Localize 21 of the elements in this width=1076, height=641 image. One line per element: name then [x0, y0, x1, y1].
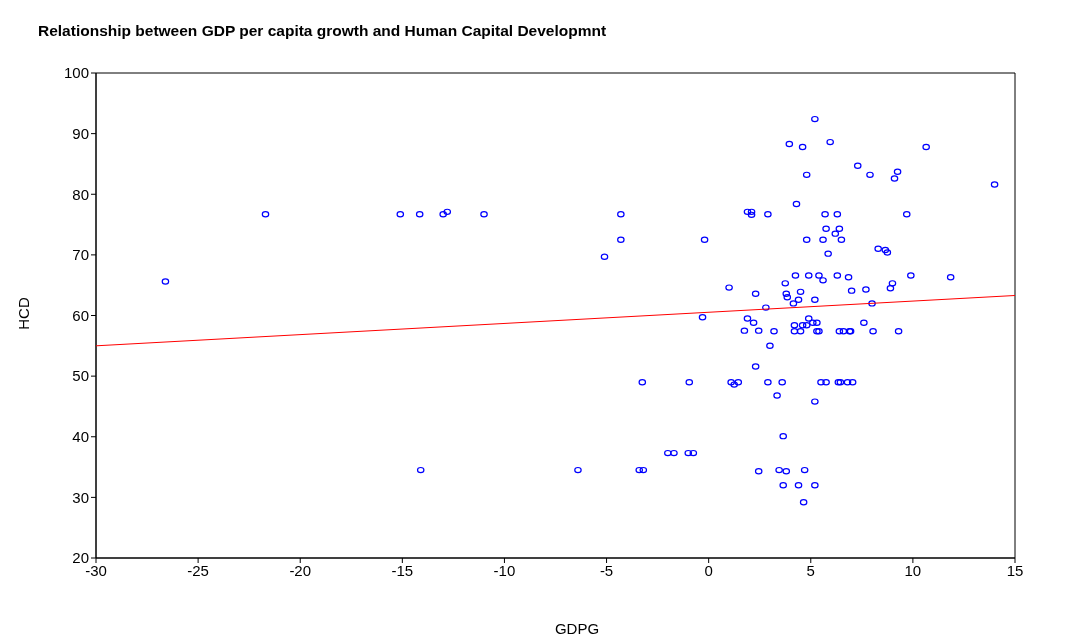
x-tick-label: -25 [187, 561, 209, 579]
y-tick-label: 70 [72, 246, 89, 264]
y-tick-label: 90 [72, 124, 89, 142]
y-tick-label: 100 [63, 64, 89, 82]
y-tick-label: 40 [72, 428, 89, 446]
y-tick-label: 20 [72, 549, 89, 567]
x-tick-label: -15 [391, 561, 414, 579]
y-axis-title: HCD [14, 296, 32, 330]
x-tick-label: 5 [806, 561, 815, 579]
y-tick-label: 50 [72, 367, 89, 385]
x-tick-label: 15 [1006, 561, 1024, 579]
y-tick-label: 30 [72, 488, 89, 506]
x-tick-label: -5 [599, 561, 614, 579]
y-tick-label: 60 [72, 306, 89, 324]
x-axis-title: GDPG [553, 620, 601, 638]
y-tick-label: 80 [72, 185, 89, 203]
chart-title: Relationship between GDP per capita growth and Human Capital Developmnt [38, 22, 607, 40]
x-tick-label: 0 [704, 561, 713, 579]
x-tick-label: 10 [904, 561, 922, 579]
x-tick-label: -10 [493, 561, 516, 579]
x-tick-label: -20 [289, 561, 312, 579]
